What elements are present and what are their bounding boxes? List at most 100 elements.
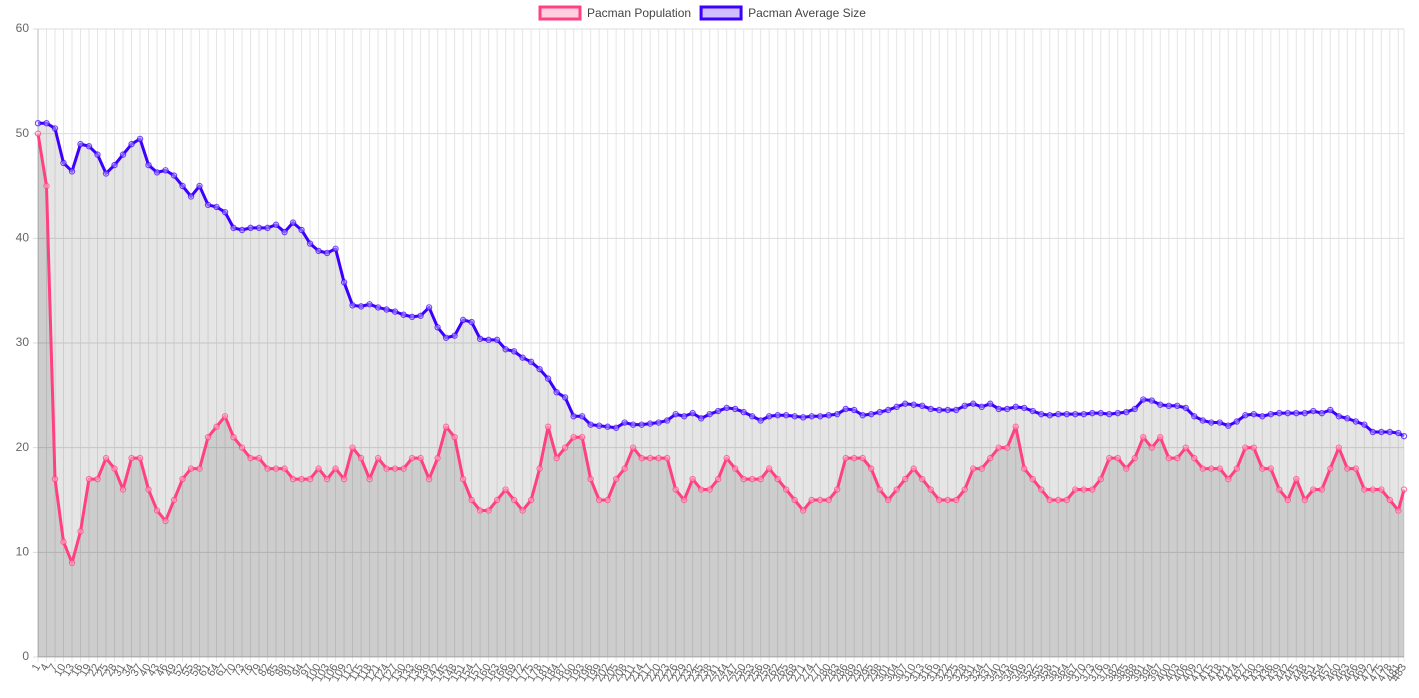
data-point bbox=[1038, 486, 1045, 493]
y-tick-label: 60 bbox=[16, 21, 30, 35]
data-point bbox=[255, 224, 263, 232]
data-point bbox=[153, 169, 161, 176]
data-point bbox=[383, 465, 390, 472]
data-point bbox=[1318, 486, 1326, 493]
data-point bbox=[987, 454, 994, 462]
data-point bbox=[502, 346, 509, 353]
data-point bbox=[868, 410, 875, 418]
data-point bbox=[570, 413, 577, 420]
x-tick-label: 43 bbox=[146, 662, 163, 679]
x-tick-label: 34 bbox=[120, 662, 137, 679]
data-point bbox=[1208, 465, 1215, 472]
data-point bbox=[927, 486, 934, 493]
data-point bbox=[978, 403, 985, 411]
data-point bbox=[910, 465, 917, 472]
data-point bbox=[1233, 465, 1240, 472]
data-point bbox=[247, 224, 254, 232]
data-point bbox=[357, 454, 365, 462]
x-tick-label: 85 bbox=[265, 662, 282, 679]
data-point bbox=[1174, 402, 1181, 409]
data-point bbox=[936, 496, 943, 504]
data-point bbox=[68, 559, 76, 567]
data-point bbox=[1089, 486, 1096, 493]
data-point bbox=[94, 151, 101, 158]
data-point bbox=[255, 454, 263, 462]
data-point bbox=[987, 400, 994, 407]
data-point bbox=[791, 496, 798, 504]
data-point bbox=[1029, 475, 1036, 483]
data-point bbox=[510, 496, 518, 504]
data-point bbox=[196, 182, 203, 190]
data-point bbox=[961, 402, 968, 409]
data-point bbox=[451, 332, 458, 339]
data-point bbox=[179, 182, 186, 190]
data-point bbox=[1021, 465, 1028, 472]
data-point bbox=[179, 475, 186, 483]
data-point bbox=[1259, 465, 1266, 472]
data-point bbox=[1301, 409, 1309, 417]
data-point bbox=[1216, 419, 1223, 426]
data-point bbox=[850, 454, 858, 462]
data-point bbox=[162, 517, 169, 525]
x-tick-label: 16 bbox=[69, 662, 86, 679]
y-tick-label: 40 bbox=[16, 231, 30, 245]
data-point bbox=[689, 409, 696, 417]
data-point bbox=[1242, 444, 1249, 451]
x-tick-label: 31 bbox=[112, 662, 129, 679]
data-point bbox=[1369, 486, 1377, 493]
data-point bbox=[1140, 434, 1147, 441]
data-point bbox=[289, 219, 297, 226]
data-point bbox=[936, 406, 943, 414]
data-point bbox=[816, 413, 824, 420]
data-point bbox=[595, 422, 603, 429]
data-point bbox=[323, 475, 331, 483]
data-point bbox=[1131, 454, 1138, 462]
y-tick-label: 20 bbox=[16, 440, 30, 454]
x-tick-label: 19 bbox=[78, 662, 95, 679]
legend-swatch bbox=[538, 5, 582, 21]
data-point bbox=[298, 226, 305, 234]
area-fill bbox=[38, 133, 1404, 657]
data-point bbox=[1378, 486, 1385, 493]
data-point bbox=[77, 528, 84, 535]
data-point bbox=[332, 245, 339, 252]
data-point bbox=[970, 400, 977, 407]
data-point bbox=[102, 454, 110, 462]
data-point bbox=[655, 419, 662, 426]
data-point bbox=[544, 423, 552, 430]
data-point bbox=[357, 303, 365, 310]
data-point bbox=[621, 465, 628, 472]
data-point bbox=[408, 313, 416, 321]
data-point bbox=[349, 302, 356, 309]
data-point bbox=[995, 405, 1002, 413]
data-point bbox=[43, 119, 50, 127]
data-point bbox=[485, 336, 492, 344]
data-point bbox=[902, 475, 909, 483]
data-point bbox=[204, 201, 212, 209]
data-point bbox=[629, 444, 637, 451]
data-point bbox=[493, 336, 501, 344]
data-point bbox=[1327, 406, 1334, 414]
data-point bbox=[612, 424, 620, 431]
data-point bbox=[1395, 507, 1402, 514]
data-point bbox=[1199, 417, 1206, 424]
data-point bbox=[842, 454, 849, 462]
data-point bbox=[621, 419, 628, 426]
data-point bbox=[561, 444, 569, 451]
x-tick-label: 40 bbox=[137, 662, 154, 679]
data-point bbox=[119, 151, 127, 158]
data-point bbox=[434, 324, 441, 331]
data-point bbox=[876, 486, 883, 493]
legend-label: Pacman Population bbox=[587, 6, 691, 20]
data-point bbox=[238, 226, 246, 234]
data-point bbox=[510, 348, 518, 355]
x-tick-label: 82 bbox=[256, 662, 273, 679]
data-point bbox=[1012, 423, 1019, 430]
data-point bbox=[306, 240, 314, 247]
data-point bbox=[723, 404, 730, 412]
data-point bbox=[374, 304, 382, 311]
data-point bbox=[885, 406, 892, 414]
data-point bbox=[536, 365, 543, 373]
data-point bbox=[272, 465, 280, 472]
